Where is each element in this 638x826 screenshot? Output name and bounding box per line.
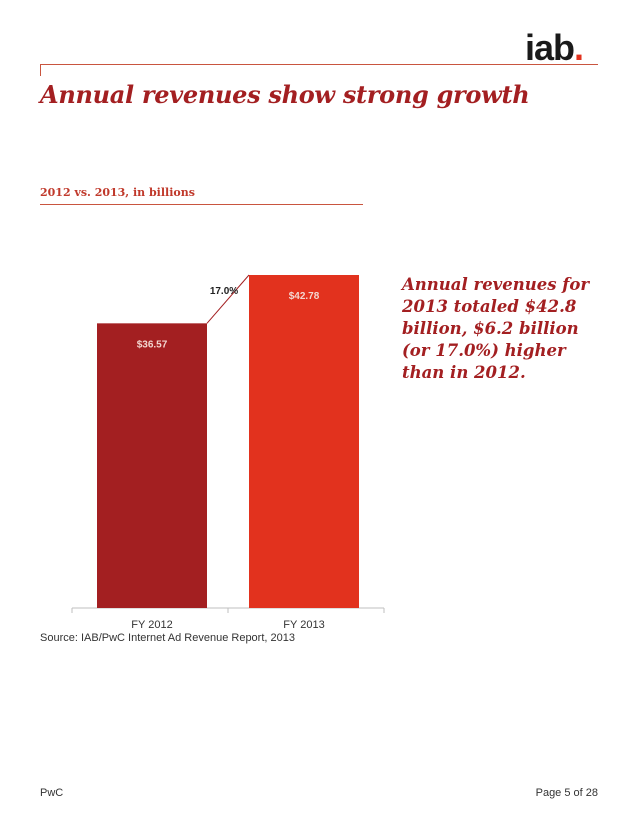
header-rule xyxy=(40,64,598,65)
footer-page-number: Page 5 of 28 xyxy=(535,787,598,799)
bar-value-label-1: $36.57 xyxy=(137,339,168,350)
iab-logo: iab. xyxy=(525,27,584,68)
x-tick-label-2: FY 2013 xyxy=(283,619,324,631)
header-rule-vertical xyxy=(40,64,41,76)
source-note: Source: IAB/PwC Internet Ad Revenue Repo… xyxy=(40,632,295,644)
bar-1 xyxy=(97,323,207,608)
bar-2 xyxy=(249,275,359,608)
x-tick-label-1: FY 2012 xyxy=(131,619,172,631)
page-title: Annual revenues show strong growth xyxy=(40,80,530,109)
logo-dot: . xyxy=(574,27,584,68)
footer-company: PwC xyxy=(40,787,64,799)
chart-subtitle: 2012 vs. 2013, in billions xyxy=(40,186,195,199)
logo-text: iab xyxy=(525,27,575,68)
growth-connector-line xyxy=(206,274,250,324)
callout-text: Annual revenues for 2013 totaled $42.8 b… xyxy=(402,275,590,382)
subtitle-rule xyxy=(40,204,363,205)
growth-label: 17.0% xyxy=(210,286,238,297)
bar-value-label-2: $42.78 xyxy=(289,291,320,302)
